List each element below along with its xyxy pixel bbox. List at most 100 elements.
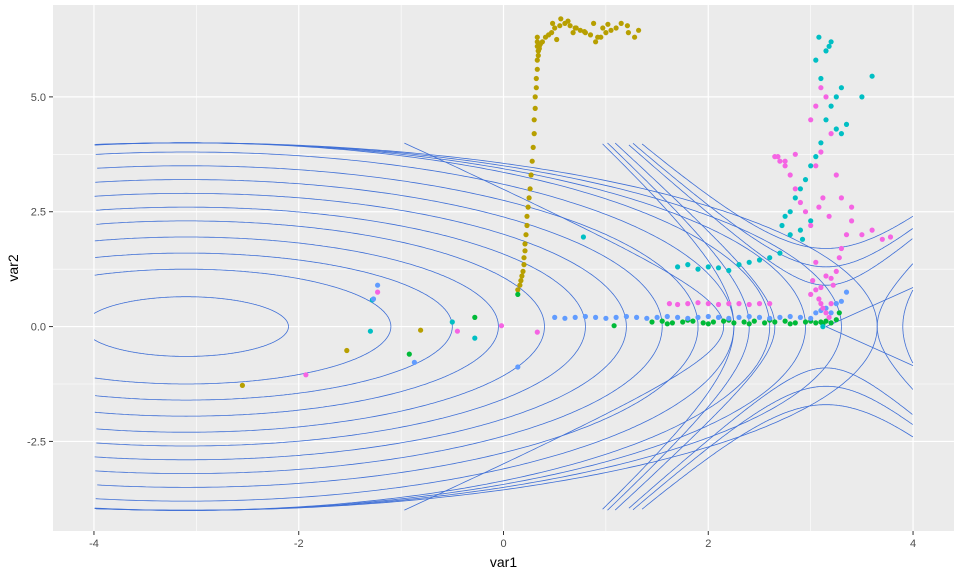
data-point [715,314,722,320]
contour-line [602,143,735,510]
data-point [823,318,829,324]
data-point [552,25,558,31]
data-point [823,94,829,100]
data-point [552,314,558,320]
contour-line [95,179,663,327]
data-point [792,195,798,201]
data-point [530,144,536,150]
data-point [533,75,539,82]
contour-line [93,326,289,357]
data-point [797,227,804,233]
data-point [787,209,793,215]
data-point [849,204,855,210]
data-point [833,268,839,274]
data-point [828,310,834,316]
data-point [836,255,842,261]
data-point [705,264,711,270]
data-point [654,314,660,320]
data-point [558,16,564,22]
data-point [838,195,845,201]
data-point [828,131,834,137]
data-point [818,85,824,91]
data-point [833,301,839,307]
x-tick-label: -4 [89,538,99,550]
data-point [685,301,691,307]
contour-line [94,326,627,461]
data-point [816,204,822,210]
series-1 [239,16,642,388]
contour-line [94,326,392,385]
data-point [828,320,834,326]
data-point [580,234,587,240]
contour-lines [93,142,914,511]
data-point [792,186,798,192]
data-point [818,75,824,82]
data-point [515,364,521,370]
data-point [826,43,832,49]
data-point [695,266,701,272]
data-point [550,20,556,26]
data-point [705,321,711,327]
contour-line [632,142,913,268]
data-point [772,319,778,325]
data-point [833,126,839,132]
contour-line [825,287,914,327]
data-points [239,16,894,388]
data-point [787,321,793,327]
data-point [690,318,696,324]
data-point [777,250,783,256]
data-point [593,39,599,45]
contour-line [902,289,914,364]
contour-line [95,326,878,511]
data-point [830,282,836,288]
data-point [746,313,752,320]
data-point [625,29,632,36]
data-point [562,315,568,321]
data-point [826,314,832,320]
contour-line [95,151,735,327]
data-point [523,232,529,238]
data-point [736,301,742,307]
data-point [736,262,742,268]
data-point [515,287,521,293]
data-point [828,275,834,281]
data-point [823,48,829,54]
data-point [595,34,601,40]
data-point [649,319,655,325]
data-point [557,23,563,29]
contour-line [95,142,878,327]
data-point [746,301,752,308]
data-point [808,222,814,229]
contour-line [96,220,545,327]
contour-line [95,326,453,401]
data-point [782,158,788,164]
data-point [618,20,624,26]
data-point [797,186,804,192]
y-tick-label: 2.5 [31,207,46,219]
y-axis-ticks: -2.5 0.0 2.5 5.0 [27,92,53,448]
data-point [741,319,747,325]
data-point [526,195,532,201]
data-point [634,314,640,320]
contour-line [96,206,586,327]
data-point [833,172,839,178]
data-point [810,278,816,284]
contour-line [94,326,499,417]
data-point [534,329,540,335]
data-point [799,236,806,242]
data-point [859,232,865,238]
x-tick-label: 4 [910,538,916,550]
data-point [726,267,732,274]
data-point [782,213,788,219]
data-point [572,314,578,320]
contour-line [876,263,914,390]
data-point [818,140,824,146]
data-point [695,300,701,306]
data-point [887,234,894,240]
contour-line [93,296,289,327]
data-point [534,66,540,72]
data-point [836,310,842,316]
data-point [527,186,533,192]
data-point [802,319,809,325]
